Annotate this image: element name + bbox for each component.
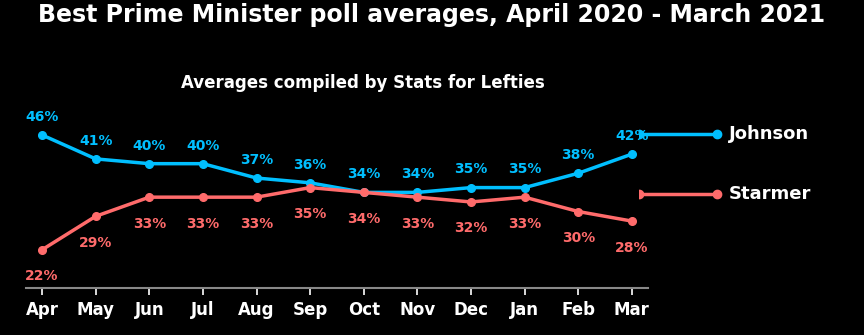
Text: 35%: 35% [454,162,487,177]
Text: 34%: 34% [347,167,380,181]
Text: 40%: 40% [187,139,219,152]
Text: Averages compiled by Stats for Lefties: Averages compiled by Stats for Lefties [181,74,545,92]
Text: 46%: 46% [25,110,59,124]
Text: 32%: 32% [454,221,487,236]
Text: 35%: 35% [508,162,542,177]
Text: 30%: 30% [562,231,595,245]
Text: Best Prime Minister poll averages, April 2020 - March 2021: Best Prime Minister poll averages, April… [38,3,826,27]
Text: 33%: 33% [187,217,219,230]
Text: 37%: 37% [240,153,273,167]
Text: NM: NM [766,260,810,281]
Text: 29%: 29% [79,236,112,250]
Text: Starmer: Starmer [729,185,811,203]
Text: 36%: 36% [294,158,327,172]
Text: 42%: 42% [615,129,649,143]
Text: 33%: 33% [508,217,541,230]
Text: Johnson: Johnson [729,125,810,143]
Text: 22%: 22% [25,269,59,283]
Text: 34%: 34% [347,212,380,226]
Text: 40%: 40% [132,139,166,152]
Text: 38%: 38% [562,148,595,162]
Text: 34%: 34% [401,167,434,181]
Text: 33%: 33% [240,217,273,230]
Text: 33%: 33% [401,217,434,230]
Text: 33%: 33% [133,217,166,230]
Text: 35%: 35% [294,207,327,221]
Text: 28%: 28% [615,241,649,255]
Text: 41%: 41% [79,134,112,148]
